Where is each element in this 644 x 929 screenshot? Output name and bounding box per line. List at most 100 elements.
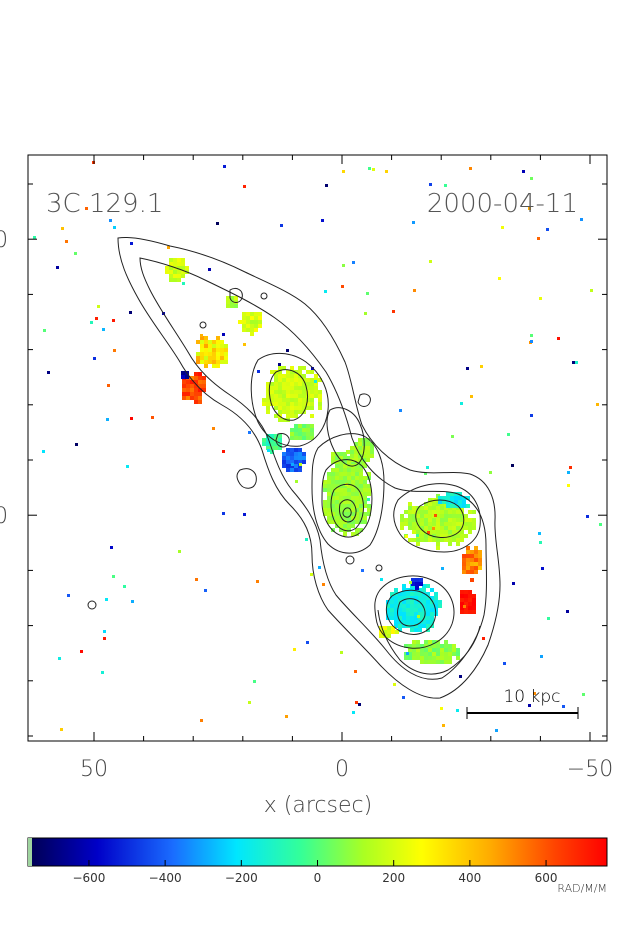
rm-pixel xyxy=(456,648,460,652)
rm-pixel xyxy=(262,398,266,402)
rm-pixel xyxy=(286,398,290,402)
rm-pixel xyxy=(470,550,474,554)
rm-pixel xyxy=(314,386,318,390)
rm-pixel xyxy=(444,522,448,526)
noise-pixel xyxy=(402,696,405,699)
rm-pixel xyxy=(420,514,424,518)
rm-pixel xyxy=(298,432,302,436)
rm-pixel xyxy=(200,348,204,352)
rm-pixel xyxy=(470,558,474,562)
noise-pixel xyxy=(129,311,132,314)
rm-pixel xyxy=(436,538,440,542)
rm-pixel xyxy=(408,514,412,518)
noise-pixel xyxy=(537,237,540,240)
rm-pixel xyxy=(466,558,470,562)
rm-pixel xyxy=(331,468,335,472)
rm-pixel xyxy=(318,402,322,406)
rm-pixel xyxy=(470,578,474,582)
rm-pixel xyxy=(466,546,470,550)
rm-pixel xyxy=(460,534,464,538)
rm-pixel xyxy=(448,518,452,522)
rm-pixel xyxy=(250,324,254,328)
rm-pixel xyxy=(282,460,286,464)
noise-pixel xyxy=(42,450,45,453)
x-tick-label: 0 xyxy=(335,757,349,782)
noise-pixel xyxy=(424,472,427,475)
rm-pixel xyxy=(323,504,327,508)
rm-pixel xyxy=(424,652,428,656)
rm-pixel xyxy=(464,602,468,606)
rm-pixel xyxy=(290,460,294,464)
rm-pixel xyxy=(230,296,234,300)
rm-pixel xyxy=(438,496,442,500)
rm-pixel xyxy=(286,390,290,394)
rm-pixel xyxy=(286,370,290,374)
rm-pixel xyxy=(402,584,406,588)
rm-pixel xyxy=(234,296,238,300)
rm-pixel xyxy=(394,616,398,620)
rm-pixel xyxy=(367,488,371,492)
rm-pixel xyxy=(234,304,238,308)
rm-pixel xyxy=(468,530,472,534)
rm-pixel xyxy=(335,512,339,516)
rm-pixel xyxy=(331,500,335,504)
rm-pixel xyxy=(323,480,327,484)
rm-pixel xyxy=(411,578,415,582)
rm-pixel xyxy=(331,452,335,456)
rm-pixel xyxy=(468,510,472,514)
rm-pixel xyxy=(274,434,278,438)
rm-pixel xyxy=(434,600,438,604)
scale-bar-label: 10 kpc xyxy=(503,687,560,707)
rm-pixel xyxy=(335,480,339,484)
rm-pixel xyxy=(294,432,298,436)
rm-pixel xyxy=(286,460,290,464)
rm-pixel xyxy=(472,594,476,598)
rm-pixel xyxy=(194,380,198,384)
rm-pixel xyxy=(286,464,290,468)
noise-pixel xyxy=(278,363,281,366)
rm-pixel xyxy=(358,450,362,454)
noise-pixel xyxy=(204,589,207,592)
rm-pixel xyxy=(398,612,402,616)
rm-pixel xyxy=(424,514,428,518)
rm-pixel xyxy=(286,402,290,406)
rm-pixel xyxy=(430,600,434,604)
rm-pixel xyxy=(420,510,424,514)
rm-pixel xyxy=(204,364,208,368)
rm-pixel xyxy=(202,388,206,392)
noise-pixel xyxy=(355,701,358,704)
rm-pixel xyxy=(442,496,446,500)
rm-pixel xyxy=(204,348,208,352)
rm-pixel xyxy=(414,592,418,596)
rm-pixel xyxy=(318,378,322,382)
noise-pixel xyxy=(557,337,560,340)
rm-pixel xyxy=(428,522,432,526)
rm-pixel xyxy=(298,428,302,432)
rm-pixel xyxy=(230,300,234,304)
rm-pixel xyxy=(454,496,458,500)
rm-pixel xyxy=(282,418,286,422)
rm-pixel xyxy=(419,578,423,582)
noise-pixel xyxy=(109,219,112,222)
rm-pixel xyxy=(468,606,472,610)
rm-pixel xyxy=(452,510,456,514)
noise-pixel xyxy=(512,582,515,585)
rm-pixel xyxy=(302,432,306,436)
noise-pixel xyxy=(285,715,288,718)
rm-pixel xyxy=(472,606,476,610)
rm-pixel xyxy=(432,644,436,648)
rm-pixel xyxy=(436,518,440,522)
noise-pixel xyxy=(392,310,395,313)
rm-pixel xyxy=(282,378,286,382)
rm-pixel xyxy=(359,504,363,508)
noise-pixel xyxy=(195,578,198,581)
rm-pixel xyxy=(290,402,294,406)
rm-pixel xyxy=(416,656,420,660)
rm-pixel xyxy=(452,534,456,538)
rm-pixel xyxy=(434,604,438,608)
noise-pixel xyxy=(364,312,367,315)
rm-pixel xyxy=(339,476,343,480)
rm-pixel xyxy=(314,390,318,394)
noise-pixel xyxy=(47,371,50,374)
noise-pixel xyxy=(361,569,364,572)
